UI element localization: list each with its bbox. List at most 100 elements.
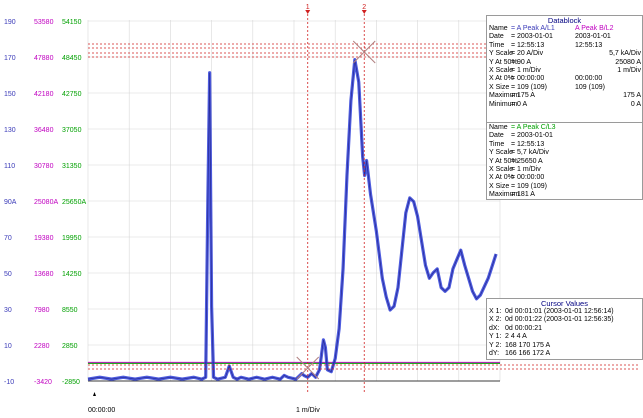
datablock-key: Y Scale bbox=[489, 50, 513, 58]
y2-tick-label: 53580 bbox=[34, 19, 54, 26]
y1-tick-label: -10 bbox=[4, 379, 14, 386]
cursor-value-row: dX: 0d 00:00:21 bbox=[489, 325, 641, 333]
y1-tick-label: 30 bbox=[4, 307, 12, 314]
datablock-key: X Size bbox=[489, 83, 510, 91]
datablock-key: Minimum bbox=[489, 100, 518, 108]
y3-tick-label: 48450 bbox=[62, 55, 82, 62]
datablock-row: Date = 2003-01-01 bbox=[489, 132, 639, 140]
datablock-key: Maximum bbox=[489, 191, 520, 199]
datablock-key: Y Scale bbox=[489, 149, 513, 157]
y1-tick-label: 90A bbox=[4, 199, 17, 206]
datablock-row: X Scale= 1 m/Div bbox=[489, 67, 575, 75]
datablock-value: = 12:55:13 bbox=[511, 140, 545, 148]
datablock-row: X Size = 109 (109) bbox=[489, 183, 639, 191]
y2-tick-label: 42180 bbox=[34, 91, 54, 98]
datablock-value: = 109 (109) bbox=[511, 182, 547, 190]
datablock-value: = 20 A/Div bbox=[511, 50, 544, 58]
datablock-title: Datablock bbox=[547, 16, 582, 25]
datablock-value: = 2003-01-01 bbox=[511, 33, 553, 41]
datablock-value: = 12:55:13 bbox=[511, 41, 545, 49]
cursor-value-key: dY: bbox=[489, 349, 500, 357]
datablock-value: = 1 m/Div bbox=[511, 66, 541, 74]
datablock-row: X At 0%= 00:00:00 bbox=[489, 174, 639, 182]
datablock-value-b: 175 A bbox=[623, 92, 641, 100]
y1-tick-label: 170 bbox=[4, 55, 16, 62]
datablock-row: Date = 2003-01-01 bbox=[489, 33, 575, 41]
y2-tick-label: 2280 bbox=[34, 343, 50, 350]
datablock-row: X Size = 109 (109) bbox=[489, 84, 575, 92]
cursor-values-rows: X 1: 0d 00:01:01 (2003-01-01 12:56:14) X 2… bbox=[489, 308, 641, 358]
cursor-values-title: Cursor Values bbox=[541, 299, 588, 308]
y3-tick-label: 54150 bbox=[62, 19, 82, 26]
datablock-row: Name = A Peak C/L3 bbox=[489, 124, 639, 132]
x-origin-marker bbox=[93, 392, 96, 396]
y3-tick-label: -2850 bbox=[62, 379, 80, 386]
datablock-key: X Size bbox=[489, 182, 510, 190]
datablock-value-b: 0 A bbox=[630, 100, 641, 108]
cursor-value-row: X 2: 0d 00:01:22 (2003-01-01 12:56:35) bbox=[489, 316, 641, 324]
y1-tick-label: 110 bbox=[4, 163, 15, 170]
y3-tick-label: 25650A bbox=[62, 199, 86, 206]
y3-tick-label: 14250 bbox=[62, 271, 82, 278]
cursor-value-row: Y 1: 2 4 4 A bbox=[489, 333, 641, 341]
cursor-value-value: 168 170 175 A bbox=[505, 341, 551, 349]
datablock-row: Y Scale= 5,7 kA/Div bbox=[489, 149, 639, 157]
datablock-key: Date bbox=[489, 33, 504, 41]
datablock-value-b: 00:00:00 bbox=[575, 75, 603, 83]
datablock-row: Y At 50%= 25650 A bbox=[489, 158, 639, 166]
cursor-value-value: 0d 00:00:21 bbox=[505, 324, 542, 332]
datablock-value: = 1 m/Div bbox=[511, 165, 541, 173]
y2-tick-label: 13680 bbox=[34, 271, 54, 278]
y3-tick-label: 37050 bbox=[62, 127, 82, 134]
y3-tick-label: 8550 bbox=[62, 307, 78, 314]
series-line-1-edge bbox=[87, 59, 497, 380]
datablock-key: Date bbox=[489, 132, 504, 140]
datablock-key: X Scale bbox=[489, 66, 514, 74]
cursor-value-row: Y 2: 168 170 175 A bbox=[489, 342, 641, 350]
datablock-value: = 00:00:00 bbox=[511, 75, 545, 83]
y2-tick-label: 19380 bbox=[34, 235, 54, 242]
y2-tick-label: 36480 bbox=[34, 127, 54, 134]
datablock-row: Time = 12:55:13 bbox=[489, 42, 575, 50]
datablock-key: Maximum bbox=[489, 92, 520, 100]
y3-tick-label: 31350 bbox=[62, 163, 82, 170]
datablock-value-b: 109 (109) bbox=[575, 83, 605, 91]
datablock-value: = A Peak A/L1 bbox=[511, 25, 555, 32]
datablock-key: Name bbox=[489, 124, 508, 131]
datablock-value-b: 5,7 kA/Div bbox=[609, 50, 641, 58]
y2-tick-label: -3420 bbox=[34, 379, 52, 386]
datablock-value: = 00:00:00 bbox=[511, 174, 545, 182]
cursor-value-key: Y 2: bbox=[489, 341, 502, 349]
y1-tick-label: 10 bbox=[4, 343, 12, 350]
cursor-values-panel[interactable]: Cursor Values X 1: 0d 00:01:01 (2003-01-0… bbox=[486, 298, 643, 360]
series-line-1 bbox=[87, 58, 498, 381]
datablock-value: = 90 A bbox=[511, 58, 532, 66]
y1-tick-label: 70 bbox=[4, 235, 12, 242]
x-start-label: 00:00:00 bbox=[88, 407, 115, 414]
datablock-value: = 2003-01-01 bbox=[511, 132, 553, 140]
datablock-series-c: Name = A Peak C/L3 Date = 2003-01-01 Time = 1… bbox=[489, 124, 639, 199]
cursor-1-marker bbox=[305, 10, 311, 14]
datablock-row: X At 0%= 00:00:00 bbox=[489, 75, 575, 83]
datablock-key: Y At 50% bbox=[489, 157, 518, 165]
datablock-value: = 0 A bbox=[511, 100, 528, 108]
cursor-value-row: X 1: 0d 00:01:01 (2003-01-01 12:56:14) bbox=[489, 308, 641, 316]
y3-tick-label: 19950 bbox=[62, 235, 82, 242]
cursor-1-cross bbox=[296, 356, 320, 380]
cursor-value-key: X 1: bbox=[489, 308, 502, 315]
datablock-value: = 181 A bbox=[511, 191, 535, 199]
datablock-series-a: Name = A Peak A/L1 Date = 2003-01-01 Time = 1… bbox=[489, 25, 575, 109]
datablock-value-b: 12:55:13 bbox=[575, 41, 603, 49]
cursor-value-row: dY: 166 166 172 A bbox=[489, 350, 641, 358]
datablock-panel[interactable]: Datablock Name = A Peak A/L1 Date = 2003-01… bbox=[486, 15, 643, 200]
y2-tick-label: 47880 bbox=[34, 55, 54, 62]
datablock-row: Y At 50%= 90 A bbox=[489, 59, 575, 67]
y1-tick-label: 130 bbox=[4, 127, 16, 134]
datablock-key: Y At 50% bbox=[489, 58, 518, 66]
cursor-value-key: Y 1: bbox=[489, 333, 502, 341]
datablock-key: Name bbox=[489, 25, 508, 32]
datablock-row: Minimum= 0 A bbox=[489, 101, 575, 109]
datablock-value: = 109 (109) bbox=[511, 83, 547, 91]
